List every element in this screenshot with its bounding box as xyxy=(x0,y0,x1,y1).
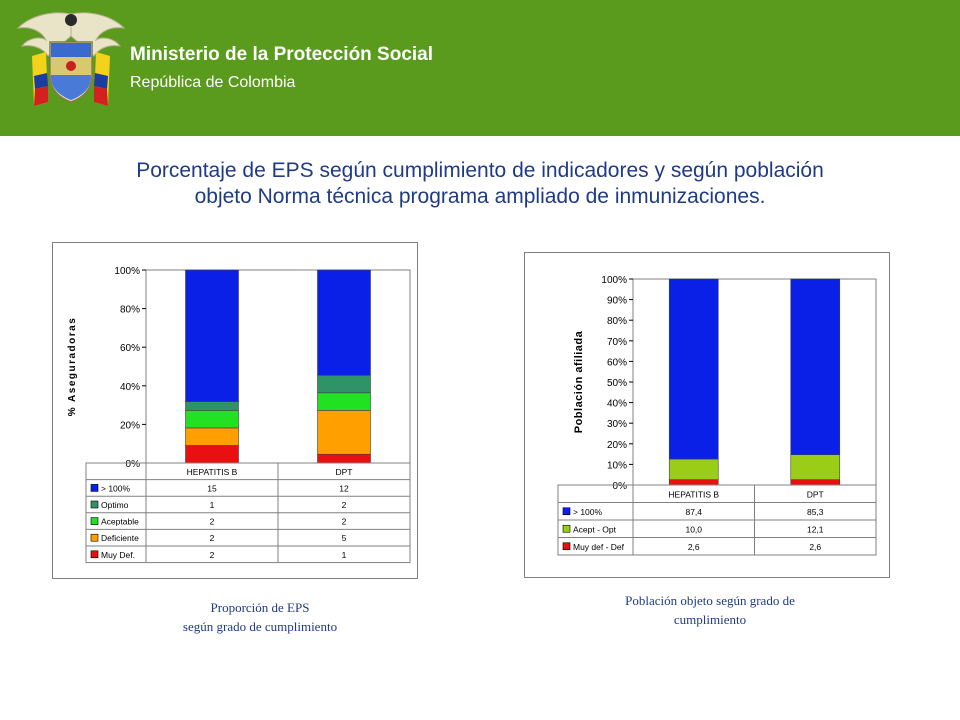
bar-muy-def-hepatitis-b xyxy=(185,445,239,464)
legend-swatch-aceptable xyxy=(90,517,99,525)
bar-aceptable-dpt xyxy=(317,392,371,411)
chart-panel-population: 0% 10% 20% 30% 40% 50% 60% 70% 80% 90% 100% Poblaci… xyxy=(524,252,890,578)
legend-swatch-muy-def-def xyxy=(562,542,571,551)
y-axis-label: % Aseguradoras xyxy=(67,317,78,417)
category-label-hepatitis-b: HEPATITIS B xyxy=(668,489,719,499)
population-compliance-chart: 0% 10% 20% 30% 40% 50% 60% 70% 80% 90% 100% Poblaci… xyxy=(557,275,877,556)
legend-label-muy-def-def: Muy def - Def xyxy=(573,542,625,552)
y-tick-label: 10% xyxy=(607,460,627,471)
legend-label-100: > 100% xyxy=(573,507,603,517)
legend-swatch-muy-def xyxy=(90,550,99,559)
data-label-muy-def-def-hepatitis-b: 2,6 xyxy=(688,542,700,552)
country-name: República de Colombia xyxy=(130,74,296,91)
y-tick-label: 20% xyxy=(120,420,140,431)
caption-population-line-2: cumplimiento xyxy=(673,612,747,627)
legend-label-muy-def: Muy Def. xyxy=(101,550,135,560)
data-label-optimo-hepatitis-b: 1 xyxy=(210,500,215,510)
data-label-100-hepatitis-b: 15 xyxy=(207,483,217,493)
bar-100-hepatitis-b xyxy=(185,269,239,402)
bar-aceptable-hepatitis-b xyxy=(185,410,239,429)
bar-acept-opt-hepatitis-b xyxy=(668,458,719,480)
data-label-muy-def-def-dpt: 2,6 xyxy=(809,542,821,552)
y-tick-label: 100% xyxy=(114,266,140,277)
y-tick-label: 60% xyxy=(607,357,627,368)
ministry-name: Ministerio de la Protección Social xyxy=(130,44,434,65)
caption-population-line-1: Población objeto según grado de xyxy=(625,593,795,608)
y-tick-label: 60% xyxy=(120,343,140,354)
bar-optimo-dpt xyxy=(317,374,371,394)
legend-swatch-acept-opt xyxy=(562,524,571,533)
bar-deficiente-dpt xyxy=(317,410,371,455)
slide-title-line-2: objeto Norma técnica programa ampliado d… xyxy=(194,185,766,208)
bar-muy-def-def-dpt xyxy=(790,479,841,486)
legend-label-100: > 100% xyxy=(101,483,131,493)
bar-acept-opt-dpt xyxy=(790,454,841,480)
category-label-dpt: DPT xyxy=(807,489,824,499)
legend-label-deficiente: Deficiente xyxy=(101,533,139,543)
legend-swatch-100 xyxy=(562,507,571,516)
y-tick-label: 90% xyxy=(607,296,627,307)
data-label-aceptable-hepatitis-b: 2 xyxy=(210,517,215,527)
caption-eps-line-2: según grado de cumplimiento xyxy=(182,619,338,634)
legend-label-aceptable: Aceptable xyxy=(101,517,139,527)
y-tick-label: 20% xyxy=(607,440,627,451)
y-tick-label: 100% xyxy=(601,275,627,286)
legend-swatch-optimo xyxy=(90,500,99,509)
y-tick-label: 80% xyxy=(607,316,627,327)
data-label-deficiente-hepatitis-b: 2 xyxy=(210,533,215,543)
data-label-100-hepatitis-b: 87,4 xyxy=(685,507,702,517)
data-label-deficiente-dpt: 5 xyxy=(342,533,347,543)
category-label-hepatitis-b: HEPATITIS B xyxy=(187,467,238,477)
legend-swatch-100 xyxy=(90,484,99,492)
category-label-dpt: DPT xyxy=(336,467,353,477)
bar-optimo-hepatitis-b xyxy=(185,401,239,411)
coat-of-arms-logo xyxy=(16,12,126,106)
y-tick-label: 40% xyxy=(607,399,627,410)
slide-title: Porcentaje de EPS según cumplimiento de … xyxy=(60,158,900,210)
header-bar: Ministerio de la Protección Social Repúb… xyxy=(0,0,960,136)
data-label-optimo-dpt: 2 xyxy=(342,500,347,510)
data-label-acept-opt-hepatitis-b: 10,0 xyxy=(685,524,702,534)
bar-muy-def-def-hepatitis-b xyxy=(668,479,719,486)
slide-title-line-1: Porcentaje de EPS según cumplimiento de … xyxy=(136,159,824,182)
y-tick-label: 70% xyxy=(607,337,627,348)
bar-100-hepatitis-b xyxy=(668,278,719,460)
y-tick-label: 40% xyxy=(120,382,140,393)
y-tick-label: 0% xyxy=(613,481,628,492)
y-tick-label: 80% xyxy=(120,305,140,316)
eps-compliance-chart: 0% 20% 40% 60% 80% 100% % Aseguradoras HEPATITI… xyxy=(67,266,411,564)
y-tick-label: 0% xyxy=(126,459,141,470)
data-label-acept-opt-dpt: 12,1 xyxy=(807,524,824,534)
bar-deficiente-hepatitis-b xyxy=(185,427,239,446)
data-label-muy-def-dpt: 1 xyxy=(342,550,347,560)
chart-panel-eps: 0% 20% 40% 60% 80% 100% % Aseguradoras HEPATITI… xyxy=(52,242,418,579)
data-label-aceptable-dpt: 2 xyxy=(342,517,347,527)
y-tick-label: 50% xyxy=(607,378,627,389)
caption-population-chart: Población objeto según grado de cumplimi… xyxy=(590,591,830,629)
bar-100-dpt xyxy=(790,278,841,456)
data-label-100-dpt: 85,3 xyxy=(807,507,824,517)
caption-eps-line-1: Proporción de EPS xyxy=(210,600,310,615)
legend-label-optimo: Optimo xyxy=(101,500,129,510)
y-axis-label: Población afiliada xyxy=(573,330,585,433)
legend-label-acept-opt: Acept - Opt xyxy=(573,524,617,534)
y-tick-label: 30% xyxy=(607,419,627,430)
bar-muy-def-dpt xyxy=(317,453,371,464)
caption-eps-chart: Proporción de EPS según grado de cumplim… xyxy=(150,598,370,636)
legend-swatch-deficiente xyxy=(90,533,99,542)
data-label-100-dpt: 12 xyxy=(339,483,349,493)
bar-100-dpt xyxy=(317,269,371,376)
data-label-muy-def-hepatitis-b: 2 xyxy=(210,550,215,560)
